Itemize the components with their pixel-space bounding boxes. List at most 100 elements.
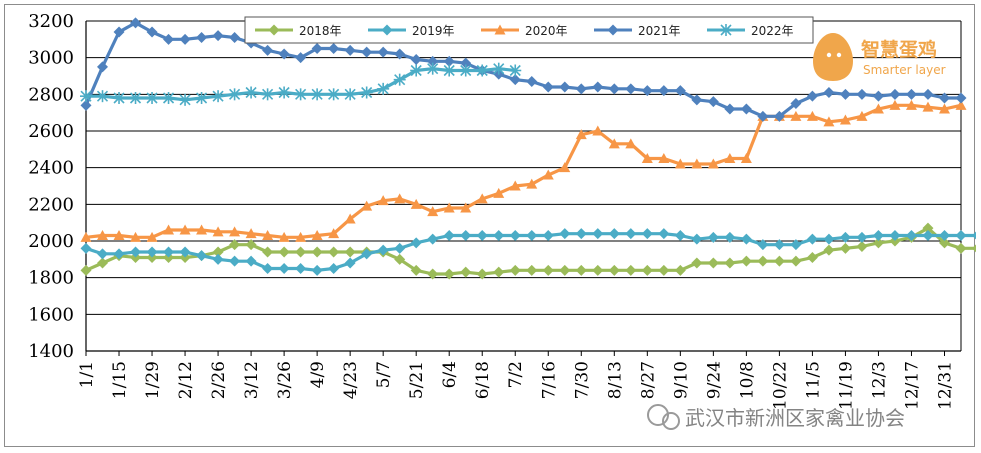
data-point [443, 268, 455, 280]
data-point [955, 99, 967, 110]
data-point [559, 162, 571, 173]
chart-frame: 1400 1600 1800 2000 2200 2400 2600 2800 3000 3200… [4, 4, 981, 447]
data-point [707, 96, 719, 108]
data-point [625, 264, 637, 276]
data-point [327, 88, 340, 101]
data-point [938, 237, 950, 249]
data-point [494, 24, 506, 35]
data-point [245, 228, 257, 239]
data-point [196, 250, 208, 262]
data-point [146, 231, 158, 242]
data-point [724, 257, 736, 269]
data-point [856, 110, 868, 121]
data-point [394, 242, 406, 254]
data-point [245, 239, 257, 251]
data-point [607, 24, 619, 36]
x-tick-label: 3/12 [242, 361, 262, 399]
data-point [773, 110, 785, 122]
x-tick-label: 8/27 [638, 361, 658, 399]
series-2021年 [80, 17, 967, 122]
data-point [460, 57, 472, 69]
data-point [311, 230, 323, 240]
data-point [658, 85, 670, 97]
data-point [394, 48, 406, 60]
data-point [295, 246, 307, 258]
data-point [509, 264, 521, 276]
data-point [542, 230, 554, 241]
data-point [872, 90, 884, 102]
data-point [955, 230, 967, 241]
data-point [262, 263, 274, 274]
brand-logo: 智慧蛋鸡 Smarter layer [813, 33, 946, 81]
data-point [212, 30, 224, 42]
data-point [163, 246, 175, 258]
data-point [905, 99, 917, 110]
data-point [509, 230, 521, 241]
data-point [724, 103, 736, 115]
data-point [80, 264, 92, 276]
data-point [823, 244, 835, 256]
data-point [377, 46, 389, 58]
data-point [443, 55, 455, 67]
data-point [344, 246, 356, 258]
data-point [526, 230, 538, 241]
data-point [823, 116, 835, 127]
data-point [542, 264, 554, 276]
x-tick-label: 2/26 [209, 361, 229, 399]
data-point [707, 158, 719, 169]
x-tick-label: 4/23 [341, 361, 361, 399]
data-point [393, 73, 406, 86]
y-tick-label: 2800 [28, 84, 74, 105]
data-point [641, 228, 653, 240]
data-point [459, 64, 472, 77]
data-point [724, 153, 736, 163]
wechat-icon [647, 404, 669, 426]
data-point [195, 92, 208, 104]
data-point [179, 93, 192, 106]
data-point [476, 230, 488, 241]
data-point [592, 81, 604, 93]
data-point [229, 239, 241, 251]
data-point [691, 233, 703, 245]
data-point [80, 231, 92, 242]
data-point [129, 92, 142, 104]
x-tick-label: 7/2 [506, 361, 526, 388]
data-point [658, 228, 670, 240]
data-point [674, 264, 686, 276]
data-point [196, 32, 208, 43]
data-point [823, 87, 835, 98]
data-point [212, 246, 224, 258]
data-point [872, 103, 884, 114]
data-point [212, 90, 225, 103]
data-point [641, 85, 653, 97]
data-point [707, 231, 719, 243]
data-point [526, 264, 538, 276]
x-tick-label: 10/8 [737, 361, 757, 399]
legend: 2018年 2019年 2020年 2021年 2022年 [244, 16, 814, 44]
data-point [328, 228, 340, 239]
data-point [856, 88, 868, 100]
data-point [96, 90, 109, 103]
data-point [740, 255, 752, 267]
data-point [856, 231, 868, 243]
data-point [163, 224, 175, 235]
data-point [344, 257, 356, 269]
data-point [773, 239, 785, 251]
x-tick-label: 9/24 [704, 361, 724, 399]
data-point [592, 125, 604, 136]
x-tick-label: 2/12 [176, 361, 196, 399]
data-point [806, 110, 818, 121]
data-point [294, 88, 307, 101]
data-point [179, 33, 191, 45]
data-point [641, 264, 653, 276]
data-point [542, 169, 554, 180]
data-point [130, 246, 142, 258]
data-point [889, 99, 901, 110]
data-point [575, 228, 587, 240]
x-tick-label: 9/10 [671, 361, 691, 399]
data-point [427, 268, 439, 280]
data-point [130, 17, 142, 29]
data-point [268, 24, 280, 36]
data-point [146, 26, 158, 38]
x-tick-label: 10/22 [770, 361, 790, 410]
